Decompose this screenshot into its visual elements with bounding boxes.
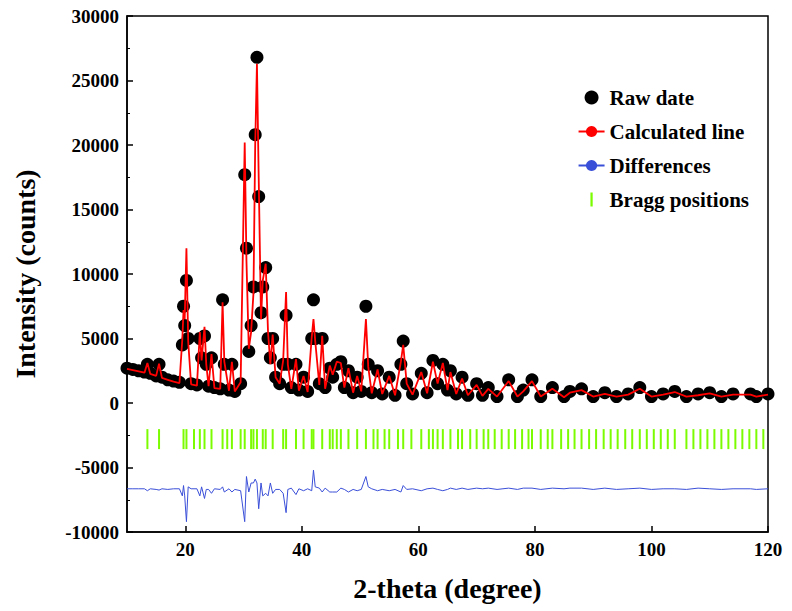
svg-text:25000: 25000 xyxy=(72,70,120,91)
svg-text:100: 100 xyxy=(637,539,666,560)
svg-text:-5000: -5000 xyxy=(75,457,119,478)
svg-text:Calculated line: Calculated line xyxy=(610,120,745,144)
svg-text:20: 20 xyxy=(176,539,195,560)
svg-text:0: 0 xyxy=(110,393,120,414)
svg-text:10000: 10000 xyxy=(72,264,120,285)
svg-text:30000: 30000 xyxy=(72,6,120,27)
svg-text:120: 120 xyxy=(754,539,783,560)
svg-text:40: 40 xyxy=(292,539,311,560)
svg-text:80: 80 xyxy=(525,539,544,560)
svg-text:-10000: -10000 xyxy=(65,522,119,543)
svg-text:2-theta (degree): 2-theta (degree) xyxy=(353,573,541,604)
svg-text:20000: 20000 xyxy=(72,135,120,156)
svg-text:15000: 15000 xyxy=(72,199,120,220)
svg-text:Bragg positions: Bragg positions xyxy=(610,188,749,212)
svg-text:60: 60 xyxy=(409,539,428,560)
svg-text:Differences: Differences xyxy=(610,154,711,178)
svg-text:Raw date: Raw date xyxy=(610,86,695,110)
svg-text:Intensity (counts): Intensity (counts) xyxy=(10,169,41,378)
svg-text:5000: 5000 xyxy=(81,328,119,349)
